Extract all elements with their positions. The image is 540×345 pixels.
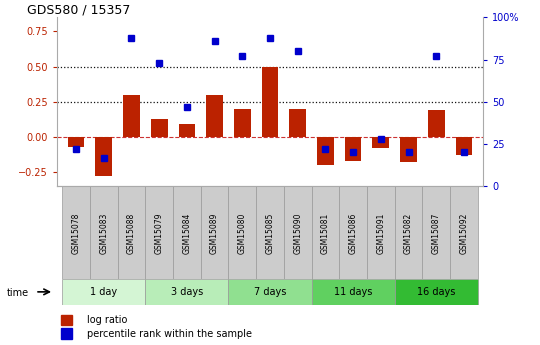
Text: GSM15081: GSM15081 — [321, 212, 330, 254]
Text: 1 day: 1 day — [90, 287, 117, 297]
Text: 7 days: 7 days — [254, 287, 286, 297]
Bar — [367, 186, 395, 279]
Text: GSM15080: GSM15080 — [238, 212, 247, 254]
Text: GSM15087: GSM15087 — [431, 212, 441, 254]
Text: GSM15091: GSM15091 — [376, 212, 386, 254]
Bar — [201, 186, 228, 279]
Bar — [312, 186, 339, 279]
Text: 3 days: 3 days — [171, 287, 203, 297]
Bar — [289, 109, 306, 137]
Bar — [228, 186, 256, 279]
Text: log ratio: log ratio — [86, 315, 127, 325]
Text: GSM15090: GSM15090 — [293, 212, 302, 254]
Bar — [450, 186, 478, 279]
Text: time: time — [6, 288, 29, 297]
Bar — [145, 186, 173, 279]
Bar — [151, 119, 167, 137]
Bar — [428, 110, 444, 137]
Bar — [422, 186, 450, 279]
Bar — [62, 186, 90, 279]
Bar — [284, 186, 312, 279]
Text: GSM15084: GSM15084 — [183, 212, 191, 254]
Bar — [234, 109, 251, 137]
Bar — [62, 279, 145, 305]
Text: 11 days: 11 days — [334, 287, 372, 297]
Text: GSM15089: GSM15089 — [210, 212, 219, 254]
Bar — [90, 186, 118, 279]
Text: 16 days: 16 days — [417, 287, 455, 297]
Text: GSM15079: GSM15079 — [154, 212, 164, 254]
Bar — [345, 137, 361, 161]
Bar — [456, 137, 472, 155]
Bar — [373, 137, 389, 148]
Text: GSM15092: GSM15092 — [460, 212, 468, 254]
Text: GSM15078: GSM15078 — [72, 212, 80, 254]
Bar — [61, 315, 72, 325]
Bar — [395, 186, 422, 279]
Text: GDS580 / 15357: GDS580 / 15357 — [27, 3, 130, 16]
Bar — [228, 279, 312, 305]
Bar — [123, 95, 140, 137]
Bar — [339, 186, 367, 279]
Text: GSM15086: GSM15086 — [349, 212, 357, 254]
Bar — [400, 137, 417, 162]
Bar — [96, 137, 112, 176]
Bar — [145, 279, 228, 305]
Bar — [206, 95, 223, 137]
Bar — [68, 137, 84, 147]
Bar — [256, 186, 284, 279]
Text: GSM15082: GSM15082 — [404, 212, 413, 254]
Text: percentile rank within the sample: percentile rank within the sample — [86, 329, 252, 339]
Bar — [312, 279, 395, 305]
Bar — [173, 186, 201, 279]
Bar — [179, 124, 195, 137]
Bar — [395, 279, 478, 305]
Bar — [262, 67, 278, 137]
Text: GSM15088: GSM15088 — [127, 212, 136, 254]
Text: GSM15085: GSM15085 — [266, 212, 274, 254]
Bar — [118, 186, 145, 279]
Text: GSM15083: GSM15083 — [99, 212, 109, 254]
Bar — [317, 137, 334, 165]
Bar — [61, 328, 72, 339]
